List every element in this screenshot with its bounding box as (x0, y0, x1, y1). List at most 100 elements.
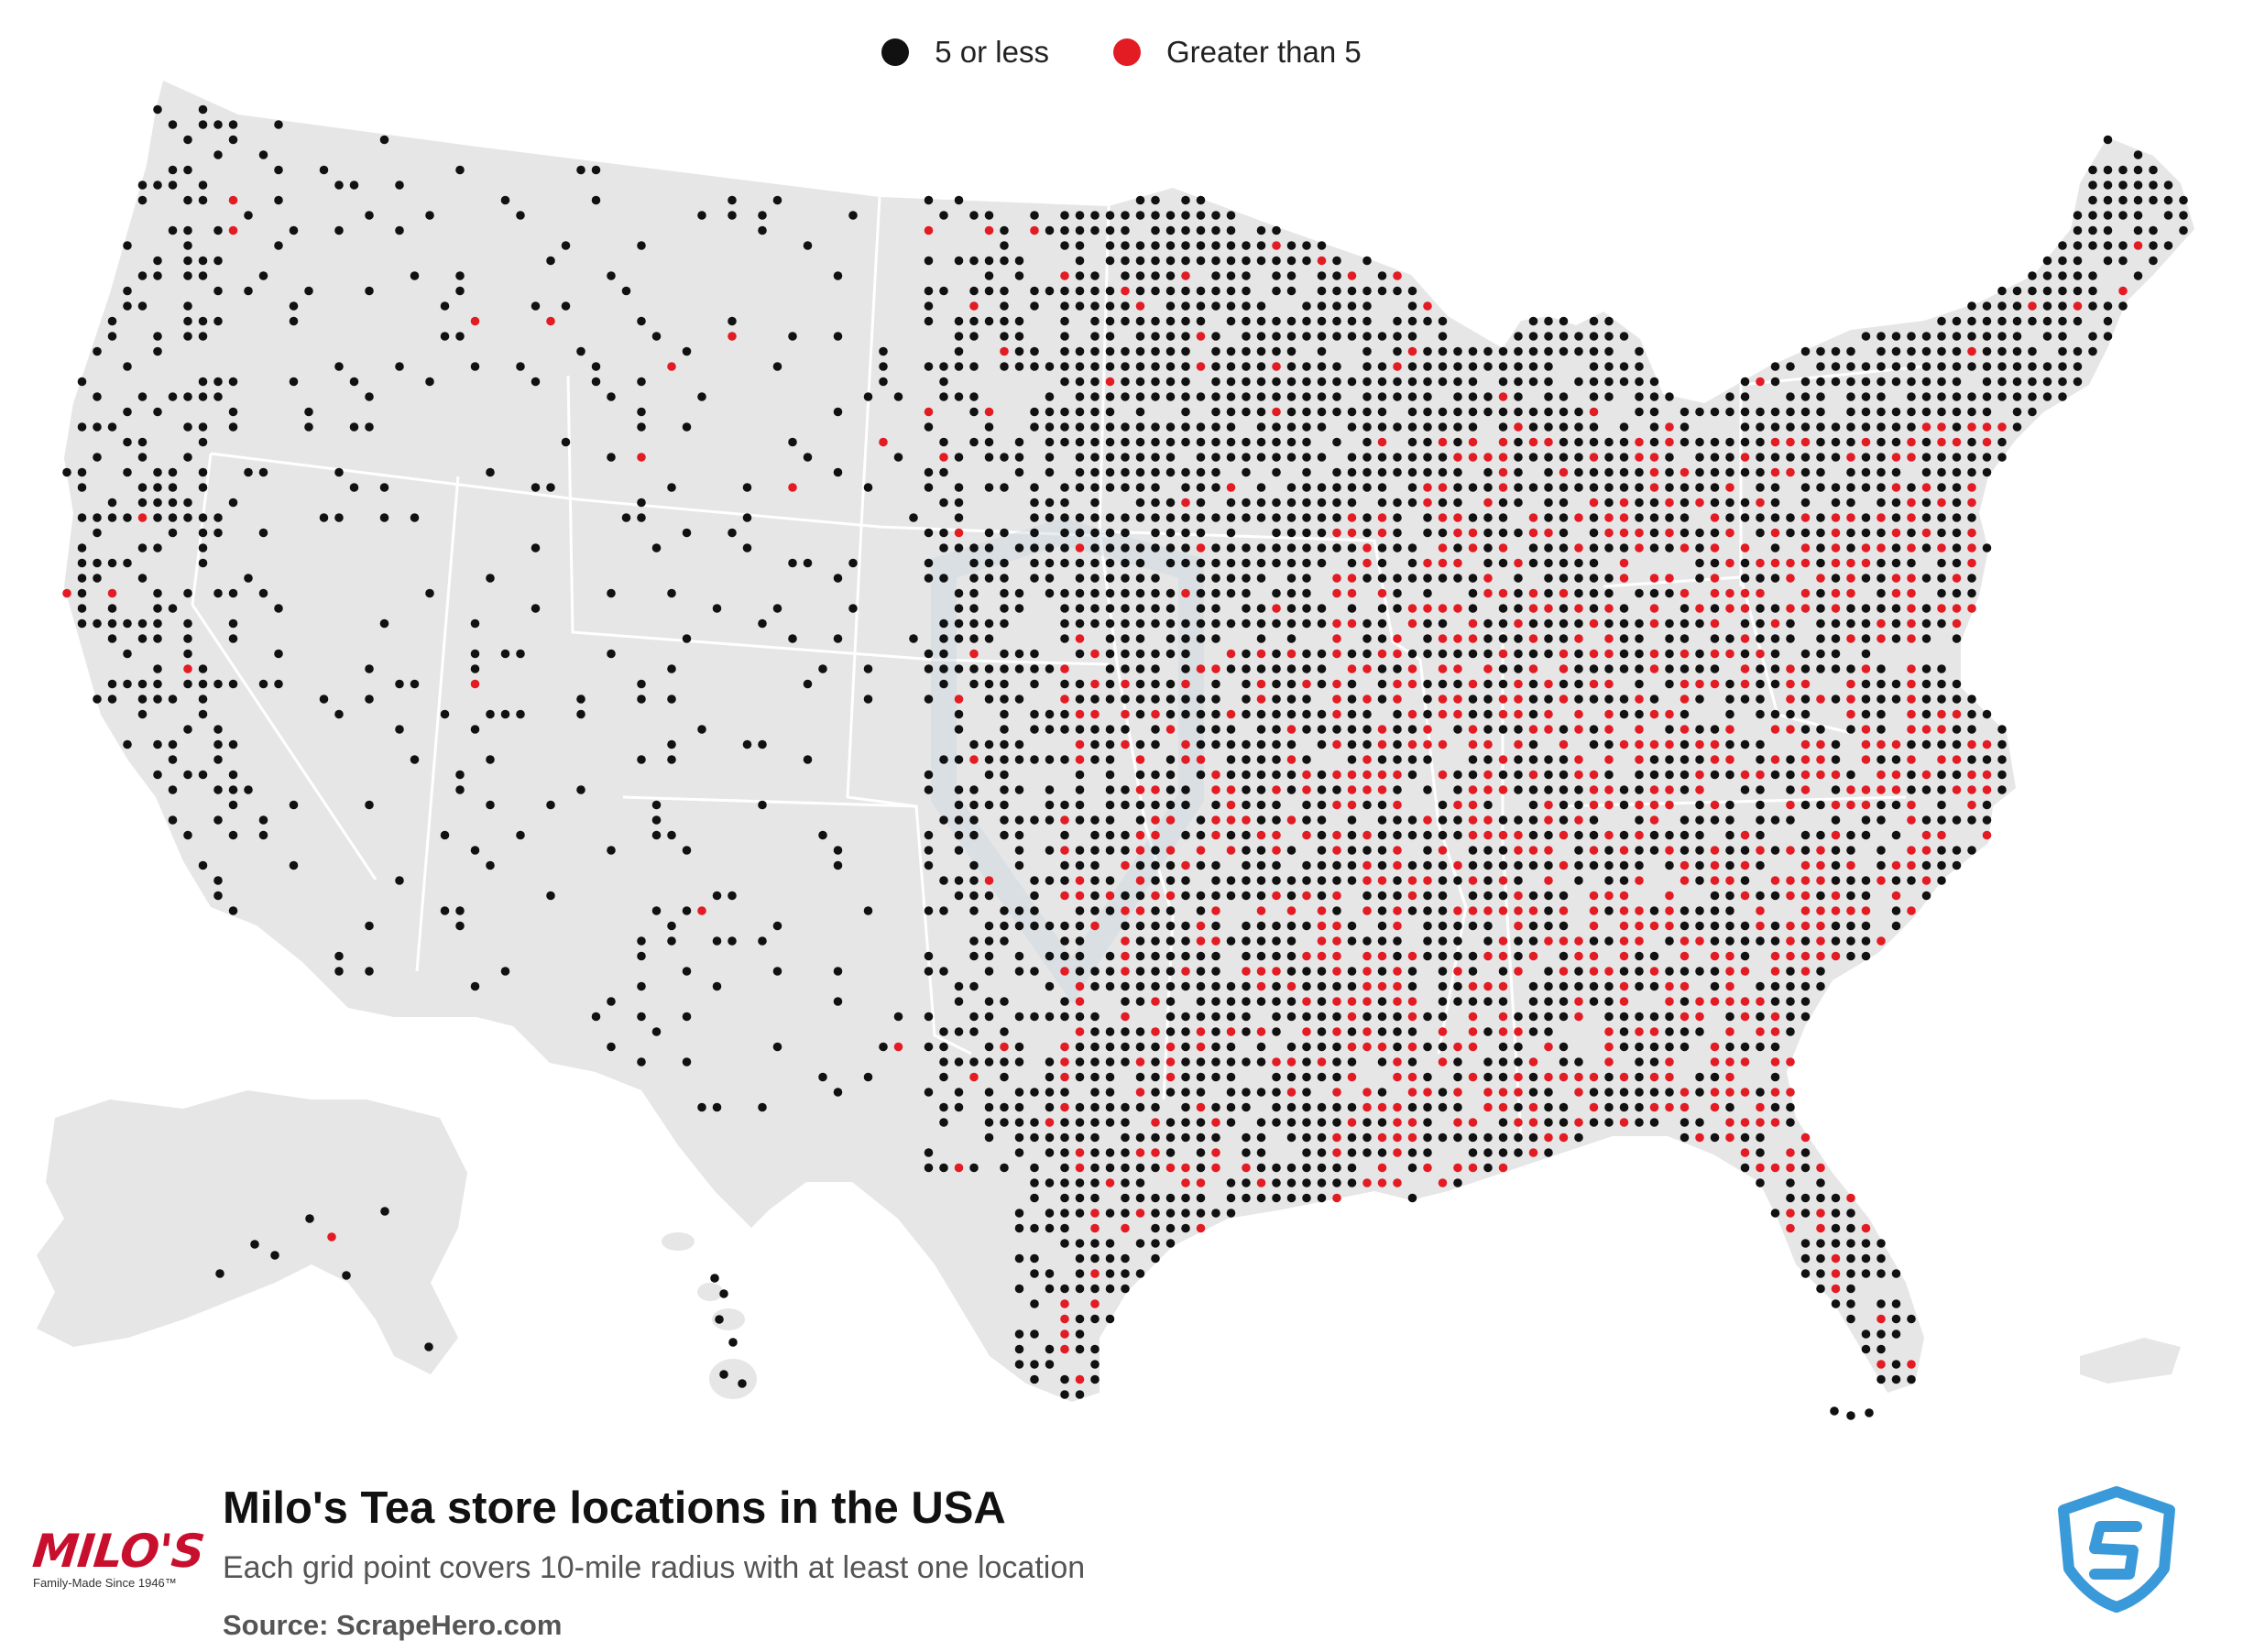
location-dot (1030, 498, 1039, 508)
location-dot (1710, 1132, 1720, 1143)
location-dot (1226, 498, 1236, 508)
location-dot (1165, 1072, 1176, 1082)
location-dot (1816, 1223, 1825, 1233)
location-dot (1060, 1118, 1069, 1127)
location-dot (1921, 770, 1931, 780)
location-dot (1937, 543, 1946, 552)
location-dot (425, 211, 434, 220)
location-dot (1544, 967, 1553, 976)
location-dot (1544, 316, 1553, 326)
location-dot (1196, 951, 1206, 961)
location-dot (1680, 437, 1690, 447)
location-dot (954, 830, 964, 840)
location-dot (1921, 332, 1931, 341)
location-dot (1876, 483, 1886, 492)
location-dot (2073, 211, 2083, 220)
location-dot (637, 679, 646, 689)
location-dot (1075, 997, 1085, 1006)
location-dot (1635, 951, 1644, 961)
location-dot (1075, 1132, 1085, 1143)
location-dot (1196, 921, 1206, 931)
location-dot (772, 921, 782, 931)
location-dot (1377, 604, 1387, 613)
location-dot (289, 860, 299, 870)
location-dot (1135, 921, 1145, 931)
location-dot (1181, 332, 1190, 341)
location-dot (1347, 1118, 1357, 1127)
location-dot (1680, 921, 1690, 931)
location-dot (1619, 618, 1629, 629)
location-dot (1362, 664, 1372, 673)
location-dot (1786, 981, 1795, 991)
location-dot (939, 1072, 948, 1082)
location-dot (198, 483, 208, 492)
location-dot (1423, 891, 1432, 901)
location-dot (1242, 574, 1251, 583)
location-dot (1211, 241, 1220, 250)
location-dot (1528, 1072, 1538, 1082)
location-dot (1090, 543, 1100, 552)
location-dot (1075, 588, 1085, 598)
location-dot (1544, 332, 1553, 341)
location-dot (2042, 392, 2052, 401)
location-dot (1604, 709, 1614, 719)
location-dot (1876, 1374, 1886, 1384)
location-dot (1317, 271, 1327, 280)
location-dot (1256, 1193, 1266, 1203)
location-dot (1680, 860, 1690, 870)
location-dot (1800, 453, 1811, 462)
location-dot (1242, 1193, 1251, 1203)
location-dot (1604, 377, 1614, 387)
location-dot (1060, 407, 1069, 417)
location-dot (289, 301, 299, 311)
location-dot (1453, 679, 1462, 689)
location-dot (1952, 574, 1962, 583)
location-dot (1075, 695, 1085, 704)
location-dot (1740, 604, 1750, 613)
location-dot (1514, 770, 1523, 780)
scrapehero-shield-icon (2058, 1486, 2175, 1613)
location-dot (1498, 1012, 1508, 1022)
location-dot (1211, 256, 1220, 266)
location-dot (1952, 513, 1962, 522)
location-dot (637, 316, 646, 326)
location-dot (1045, 286, 1055, 296)
location-dot (1423, 679, 1432, 689)
location-dot (1423, 725, 1432, 734)
location-dot (1695, 1132, 1704, 1143)
location-dot (1604, 543, 1614, 552)
location-dot (1846, 709, 1855, 719)
location-dot (1544, 1132, 1553, 1143)
location-dot (1075, 815, 1085, 825)
location-dot (1226, 558, 1236, 568)
location-dot (1151, 422, 1160, 432)
location-dot (984, 664, 994, 673)
location-dot (1498, 604, 1508, 613)
location-dot (1151, 679, 1160, 689)
location-dot (939, 467, 948, 477)
location-dot (1030, 664, 1039, 673)
location-dot (1302, 1027, 1311, 1036)
location-dot (1121, 649, 1130, 659)
location-dot (1695, 1118, 1704, 1127)
location-dot (1075, 407, 1085, 417)
location-dot (1075, 256, 1085, 266)
location-dot (879, 1042, 888, 1052)
location-dot (1135, 679, 1145, 689)
location-dot (470, 618, 480, 629)
location-dot (1861, 815, 1871, 825)
location-dot (1135, 815, 1145, 825)
location-dot (1165, 604, 1176, 613)
location-dot (1060, 1012, 1069, 1022)
location-dot (1952, 846, 1962, 855)
location-dot (1317, 241, 1327, 250)
location-dot (1242, 846, 1251, 855)
location-dot (1196, 437, 1206, 447)
location-dot (1740, 695, 1750, 704)
location-dot (1589, 967, 1599, 976)
location-dot (1121, 785, 1130, 794)
location-dot (1876, 1329, 1886, 1339)
location-dot (1302, 316, 1311, 326)
location-dot (1302, 332, 1311, 341)
location-dot (1770, 618, 1780, 629)
